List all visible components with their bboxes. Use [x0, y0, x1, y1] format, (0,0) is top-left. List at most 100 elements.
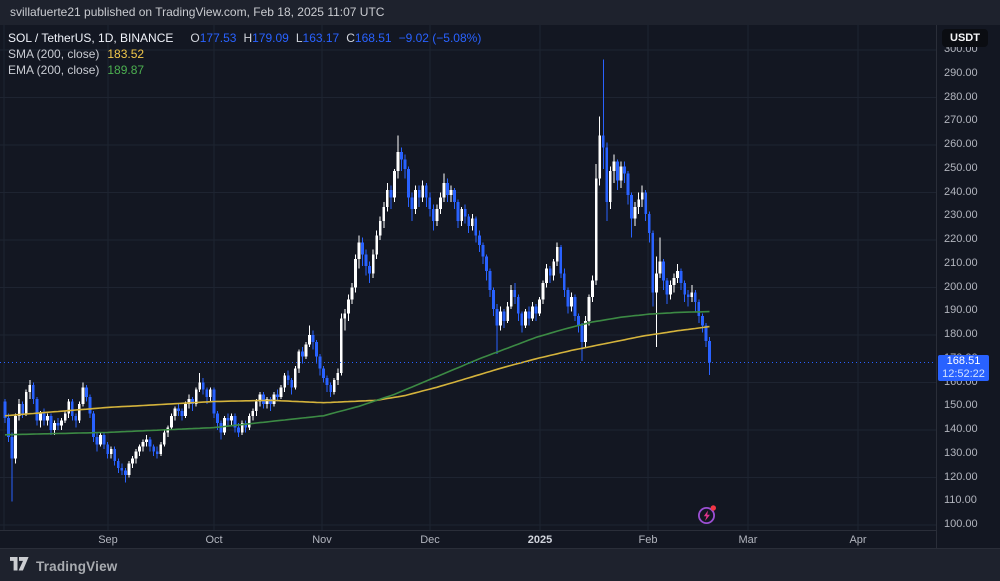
candle: [77, 403, 81, 421]
candle: [187, 399, 191, 404]
candle: [99, 434, 102, 445]
candle: [254, 401, 258, 411]
time-axis-label: Apr: [849, 534, 867, 546]
sma-value: 183.52: [107, 47, 145, 61]
candle: [570, 297, 573, 307]
candle: [531, 306, 534, 319]
candle: [421, 185, 425, 198]
time-axis-label: Dec: [420, 534, 440, 546]
candle: [332, 380, 336, 393]
candle: [148, 439, 152, 447]
candle: [346, 299, 350, 314]
candle: [194, 389, 198, 404]
candle: [131, 458, 134, 464]
candle: [410, 197, 414, 210]
candle: [230, 415, 233, 421]
ema-line: [4, 310, 710, 436]
candle: [14, 415, 18, 459]
candle: [53, 422, 56, 431]
ema-legend-row[interactable]: EMA (200, close) 189.87: [8, 63, 481, 78]
ema-value: 189.87: [107, 63, 145, 77]
time-axis[interactable]: Sep Oct Nov Dec 2025 Feb Mar Apr: [0, 530, 936, 549]
candle: [297, 351, 301, 369]
candle: [676, 270, 679, 279]
candle: [67, 401, 71, 414]
candle: [509, 289, 513, 307]
candle: [169, 415, 173, 428]
candle: [400, 152, 403, 160]
tradingview-brand-link[interactable]: TradingView: [10, 557, 117, 576]
candle: [81, 387, 85, 404]
candle: [651, 232, 655, 293]
candle: [573, 297, 577, 316]
candle: [499, 311, 502, 326]
candle: [329, 384, 333, 393]
candle: [435, 209, 439, 222]
price-axis-label: 150.00: [944, 399, 978, 412]
candle: [594, 178, 598, 281]
candle: [396, 152, 400, 172]
sma-label: SMA (200, close): [8, 47, 100, 61]
price-axis-label: 130.00: [944, 446, 978, 459]
footer-bar: TradingView: [0, 548, 1000, 581]
time-axis-label: 2025: [527, 534, 553, 546]
candle: [162, 432, 166, 445]
ohlc-high-value: 179.09: [252, 31, 289, 45]
price-axis-label: 100.00: [944, 518, 978, 530]
candle: [417, 190, 421, 198]
price-axis-label: 140.00: [944, 423, 978, 435]
candle: [39, 413, 42, 421]
currency-toggle-button[interactable]: USDT: [942, 29, 988, 47]
ohlc-low-value: 163.17: [302, 31, 340, 45]
ohlc-close-label: C: [346, 31, 355, 45]
ohlc-open-label: O: [190, 31, 200, 45]
candle: [304, 344, 308, 357]
candle: [375, 235, 379, 255]
candle: [251, 411, 255, 416]
candle: [516, 297, 520, 314]
candle: [237, 427, 241, 433]
price-axis-label: 230.00: [944, 209, 978, 222]
candle: [113, 449, 117, 461]
candle: [548, 268, 552, 276]
candle: [35, 399, 39, 421]
chart-legend: SOL / TetherUS, 1D, BINANCE O177.53 H179.0…: [8, 31, 481, 79]
bar-countdown: 12:52:22: [942, 368, 985, 381]
candle: [286, 375, 290, 381]
price-axis-label: 260.00: [944, 138, 978, 150]
candle: [662, 261, 665, 281]
candle: [177, 408, 180, 412]
candlestick-plot[interactable]: [0, 25, 936, 530]
candle: [10, 437, 14, 459]
candle: [191, 399, 195, 404]
candle: [293, 368, 297, 388]
price-axis-label: 200.00: [944, 280, 978, 293]
symbol-legend-row[interactable]: SOL / TetherUS, 1D, BINANCE O177.53 H179.0…: [8, 31, 481, 46]
candle: [354, 259, 357, 288]
candle: [138, 446, 141, 452]
candle: [74, 415, 78, 421]
candle: [424, 185, 428, 198]
price-axis-label: 290.00: [944, 66, 978, 79]
candle: [357, 242, 361, 260]
candle: [704, 325, 708, 341]
candle: [584, 320, 587, 343]
candle: [322, 368, 325, 378]
candle: [453, 190, 456, 203]
candle: [46, 415, 49, 421]
candle: [42, 413, 46, 421]
candle: [538, 299, 541, 314]
price-axis[interactable]: USDT 300.00 290.00 280.00 270.00 260.00 250.0…: [936, 25, 1000, 548]
price-axis-label: 210.00: [944, 256, 978, 269]
candle: [364, 254, 368, 267]
sma-legend-row[interactable]: SMA (200, close) 183.52: [8, 47, 481, 62]
spark-icon[interactable]: [697, 502, 719, 526]
candle: [601, 135, 605, 148]
price-axis-label: 180.00: [944, 328, 978, 340]
candle: [258, 394, 262, 402]
candle: [534, 306, 538, 314]
candle: [343, 313, 347, 319]
candle: [339, 318, 343, 374]
candle: [665, 280, 669, 295]
